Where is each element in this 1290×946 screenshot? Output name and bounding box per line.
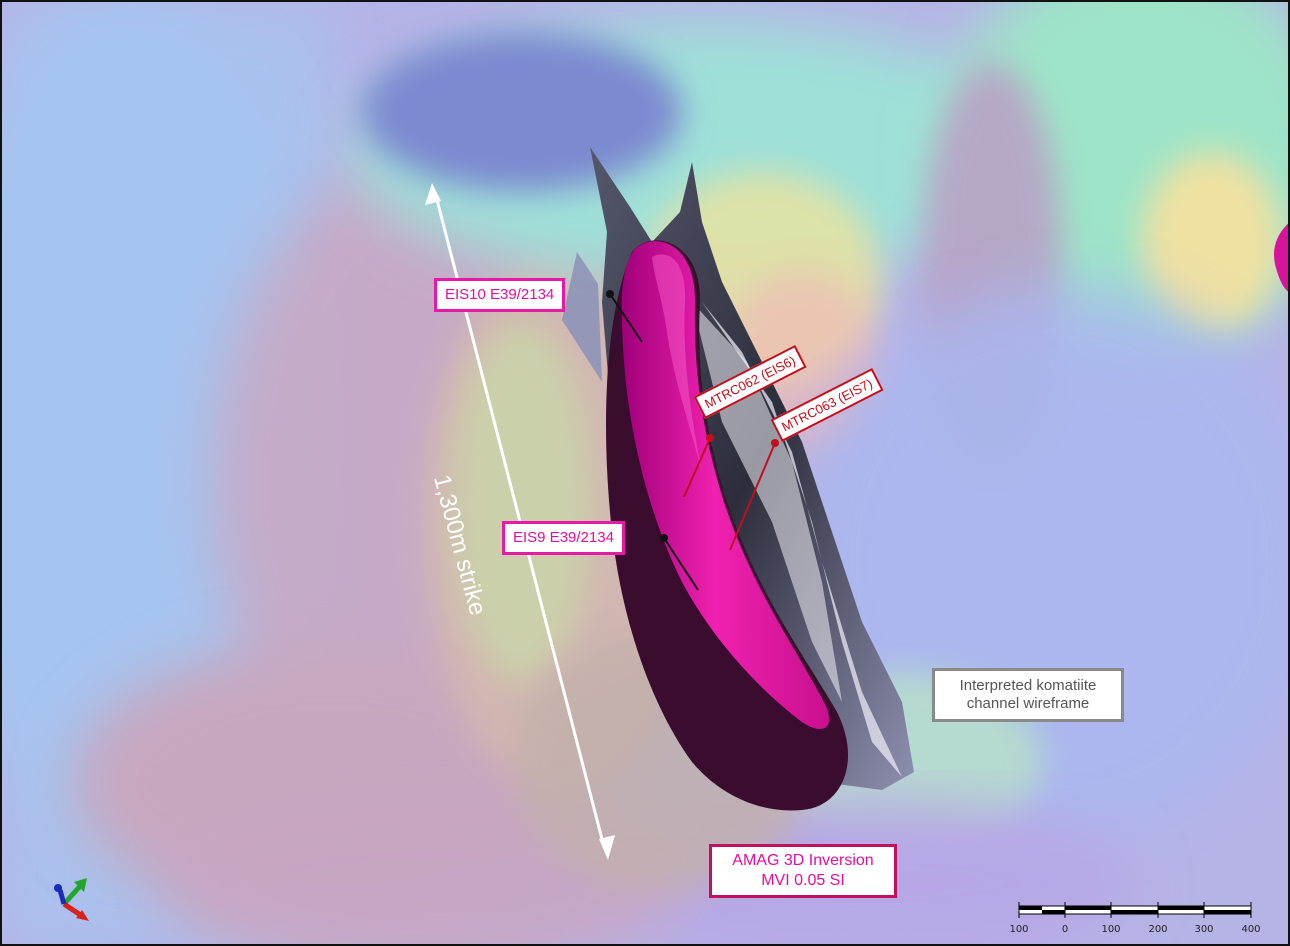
mtrc062-collar-marker [706,434,714,442]
scale-tick-label: 200 [1148,924,1168,935]
scale-tick-label: 0 [1061,924,1069,935]
wireframe-label-line2: channel wireframe [966,695,1090,712]
mtrc063-collar-marker [771,439,779,447]
amag-inversion-label[interactable]: AMAG 3D Inversion MVI 0.05 SI [709,844,897,898]
amag-label-line1: AMAG 3D Inversion [732,852,874,869]
scale-tick-label: 100 [1009,924,1029,935]
scale-bar [1018,902,1252,918]
mtrc063-trace [729,442,776,551]
scale-tick-label: 300 [1194,924,1214,935]
mtrc062-trace [683,437,711,498]
wireframe-label[interactable]: Interpreted komatiite channel wireframe [932,668,1124,722]
eis9-collar-marker [660,534,668,542]
scale-tick-label: 100 [1101,924,1121,935]
eis10-label[interactable]: EIS10 E39/2134 [434,278,566,312]
scale-tick-label: 400 [1241,924,1261,935]
eis9-label[interactable]: EIS9 E39/2134 [502,521,625,555]
eis10-trace [609,293,643,343]
drillhole-traces [606,290,779,591]
eis10-collar-marker [606,290,614,298]
eis9-trace [663,537,699,591]
xyz-axes-icon[interactable] [54,878,89,921]
adjacent-anomaly-body [1274,223,1288,292]
wireframe-label-line1: Interpreted komatiite [959,677,1097,694]
amag-label-line2: MVI 0.05 SI [761,872,845,889]
amag-mvi-body[interactable] [606,240,849,811]
